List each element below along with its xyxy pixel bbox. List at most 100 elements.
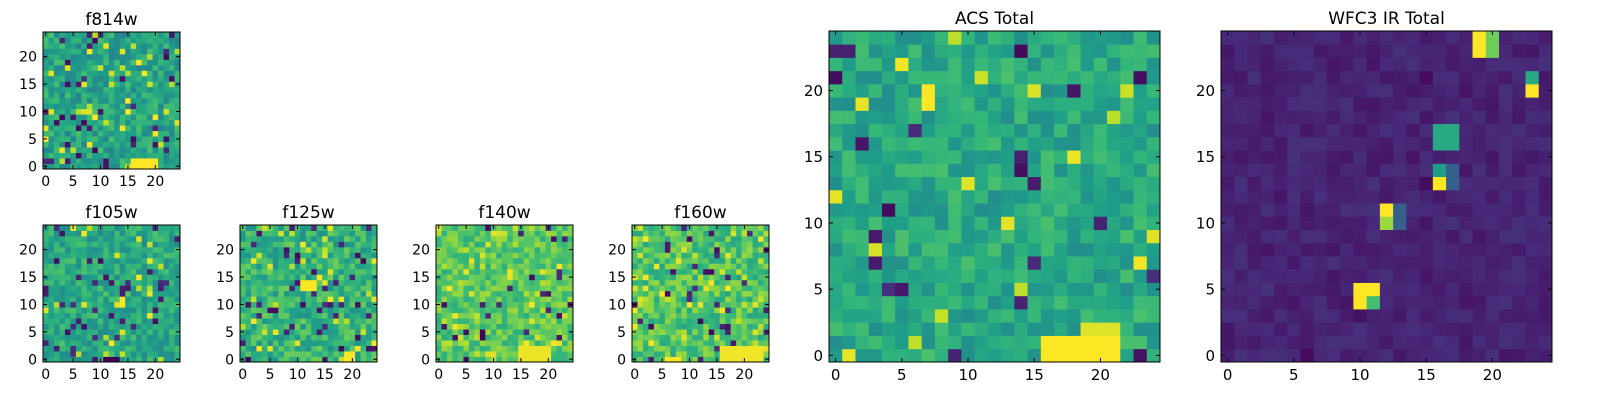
heatmap-cell bbox=[632, 334, 638, 341]
heatmap-cell bbox=[119, 307, 126, 314]
heatmap-cell bbox=[551, 340, 557, 346]
heatmap-cell bbox=[327, 301, 334, 308]
heatmap-cell bbox=[1525, 189, 1540, 204]
heatmap-cell bbox=[670, 312, 677, 319]
heatmap-cell bbox=[948, 295, 962, 310]
heatmap-cell bbox=[53, 301, 60, 308]
heatmap-cell bbox=[141, 59, 148, 66]
heatmap-cell bbox=[152, 119, 159, 126]
heatmap-cell bbox=[97, 268, 104, 275]
heatmap-cell bbox=[642, 241, 649, 248]
heatmap-cell bbox=[686, 307, 693, 314]
y-tick-label: 15 bbox=[19, 77, 37, 93]
heatmap-cell bbox=[43, 351, 49, 357]
y-tick-label: 5 bbox=[617, 325, 626, 341]
heatmap-cell bbox=[747, 279, 753, 286]
heatmap-cell bbox=[355, 307, 361, 314]
heatmap-cell bbox=[1459, 229, 1473, 244]
heatmap-cell bbox=[436, 307, 442, 314]
heatmap-cell bbox=[1340, 203, 1354, 217]
heatmap-cell bbox=[75, 53, 82, 60]
heatmap-cell bbox=[730, 246, 737, 253]
heatmap-cell bbox=[108, 48, 115, 55]
heatmap-cell bbox=[1340, 335, 1354, 350]
heatmap-cell bbox=[283, 340, 290, 346]
heatmap-cell bbox=[681, 246, 688, 253]
heatmap-cell bbox=[163, 235, 170, 242]
heatmap-cell bbox=[496, 279, 503, 286]
heatmap-cell bbox=[97, 42, 104, 49]
heatmap-cell bbox=[169, 296, 175, 303]
heatmap-cell bbox=[283, 257, 290, 264]
heatmap-cell bbox=[496, 225, 503, 231]
heatmap-cell bbox=[490, 279, 497, 286]
heatmap-cell bbox=[256, 301, 263, 308]
heatmap-cell bbox=[675, 296, 682, 303]
heatmap-cell bbox=[895, 295, 909, 310]
heatmap-cell bbox=[316, 225, 323, 231]
heatmap-cell bbox=[1221, 309, 1235, 323]
heatmap-cell bbox=[59, 141, 66, 148]
heatmap-cell bbox=[648, 279, 655, 286]
heatmap-cell bbox=[632, 230, 638, 237]
heatmap-cell bbox=[81, 119, 88, 126]
heatmap-cell bbox=[659, 312, 666, 319]
heatmap-cell bbox=[441, 312, 448, 319]
heatmap-cell bbox=[1054, 57, 1068, 72]
heatmap-cell bbox=[86, 290, 93, 297]
heatmap-cell bbox=[457, 323, 464, 330]
heatmap-cell bbox=[360, 323, 367, 330]
heatmap-cell bbox=[81, 103, 88, 110]
heatmap-cell bbox=[1419, 216, 1434, 230]
heatmap-cell bbox=[708, 263, 715, 270]
heatmap-cell bbox=[714, 263, 721, 270]
heatmap-cell bbox=[452, 345, 459, 352]
heatmap-cell bbox=[1133, 31, 1148, 45]
heatmap-cell bbox=[48, 103, 55, 110]
heatmap-cell bbox=[1080, 229, 1095, 244]
heatmap-cell bbox=[1221, 203, 1235, 217]
heatmap-cell bbox=[1120, 70, 1134, 85]
heatmap-cell bbox=[692, 225, 699, 231]
heatmap-cell bbox=[70, 108, 77, 115]
heatmap-cell bbox=[75, 351, 82, 357]
heatmap-cell bbox=[714, 274, 721, 281]
heatmap-cell bbox=[163, 230, 170, 237]
heatmap-cell bbox=[961, 216, 976, 230]
heatmap-cell bbox=[322, 301, 329, 308]
heatmap-cell bbox=[881, 256, 896, 270]
heatmap-cell bbox=[868, 216, 883, 230]
heatmap-cell bbox=[1459, 70, 1473, 85]
heatmap-cell bbox=[474, 340, 481, 346]
heatmap-cell bbox=[147, 141, 153, 148]
heatmap-cell bbox=[141, 235, 148, 242]
heatmap-cell bbox=[130, 241, 137, 248]
heatmap-cell bbox=[1107, 309, 1121, 323]
heatmap-cell bbox=[908, 348, 923, 363]
heatmap-cell bbox=[1040, 322, 1055, 336]
heatmap-cell bbox=[86, 125, 93, 132]
heatmap-cell bbox=[974, 136, 989, 151]
heatmap-cell bbox=[1080, 189, 1095, 204]
heatmap-cell bbox=[130, 329, 137, 335]
heatmap-cell bbox=[147, 130, 153, 137]
heatmap-cell bbox=[169, 257, 175, 264]
heatmap-cell bbox=[1133, 136, 1148, 151]
heatmap-cell bbox=[338, 301, 345, 308]
heatmap-cell bbox=[501, 307, 508, 314]
heatmap-cell bbox=[1040, 97, 1055, 111]
heatmap-cell bbox=[278, 340, 285, 346]
heatmap-cell bbox=[523, 323, 530, 330]
heatmap-cell bbox=[501, 263, 508, 270]
heatmap-cell bbox=[496, 230, 503, 237]
heatmap-cell bbox=[114, 312, 121, 319]
heatmap-cell bbox=[921, 57, 936, 72]
heatmap-cell bbox=[752, 225, 759, 231]
heatmap-cell bbox=[523, 334, 530, 341]
heatmap-cell bbox=[741, 274, 748, 281]
heatmap-cell bbox=[1313, 216, 1328, 230]
heatmap-cell bbox=[974, 269, 989, 283]
heatmap-cell bbox=[485, 279, 492, 286]
